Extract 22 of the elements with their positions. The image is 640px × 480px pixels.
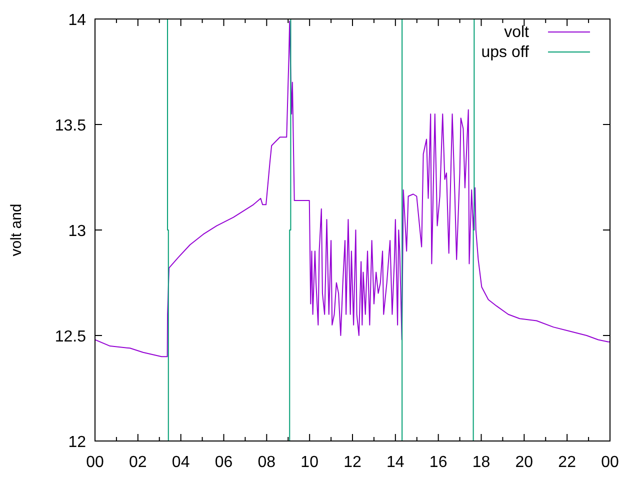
- x-tick-label: 20: [515, 454, 534, 471]
- y-tick-label: 13: [68, 223, 86, 240]
- text: volt: [504, 24, 530, 41]
- x-tick-label: 16: [429, 454, 448, 471]
- x-tick-label: 18: [472, 454, 490, 471]
- x-tick-label: 14: [386, 454, 404, 471]
- x-tick-label: 02: [129, 454, 147, 471]
- x-tick-label: 10: [300, 454, 319, 471]
- x-tick-label: 04: [172, 454, 190, 471]
- y-tick-label: 13.5: [54, 118, 86, 134]
- y-tick-label: 12: [68, 434, 86, 451]
- x-tick-label: 00: [86, 454, 104, 471]
- x-tick-label: 12: [344, 454, 362, 471]
- y-tick-label: 12.5: [54, 328, 86, 346]
- x-tick-label: 08: [258, 454, 276, 471]
- x-tick-label: 00: [601, 454, 619, 471]
- y-tick-label: 14: [68, 12, 86, 29]
- line-series: [95, 20, 610, 358]
- y-axis-title: volt and: [8, 204, 25, 256]
- x-tick-label: 06: [214, 454, 233, 471]
- legend-label: ups off: [481, 44, 530, 61]
- x-tick-label: 22: [558, 454, 576, 471]
